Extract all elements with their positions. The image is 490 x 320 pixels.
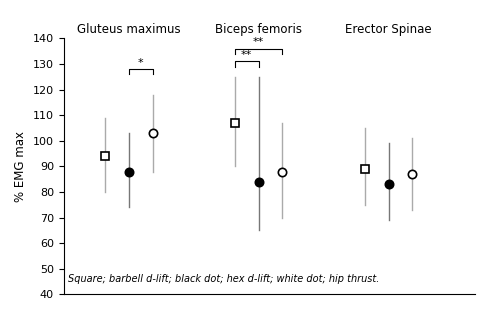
Text: Gluteus maximus: Gluteus maximus [77,23,180,36]
Text: Square; barbell d-lift; black dot; hex d-lift; white dot; hip thrust.: Square; barbell d-lift; black dot; hex d… [68,274,379,284]
Text: Biceps femoris: Biceps femoris [215,23,302,36]
Text: *: * [138,58,144,68]
Text: **: ** [253,37,264,47]
Y-axis label: % EMG max: % EMG max [14,131,27,202]
Text: **: ** [241,50,252,60]
Text: Erector Spinae: Erector Spinae [345,23,432,36]
